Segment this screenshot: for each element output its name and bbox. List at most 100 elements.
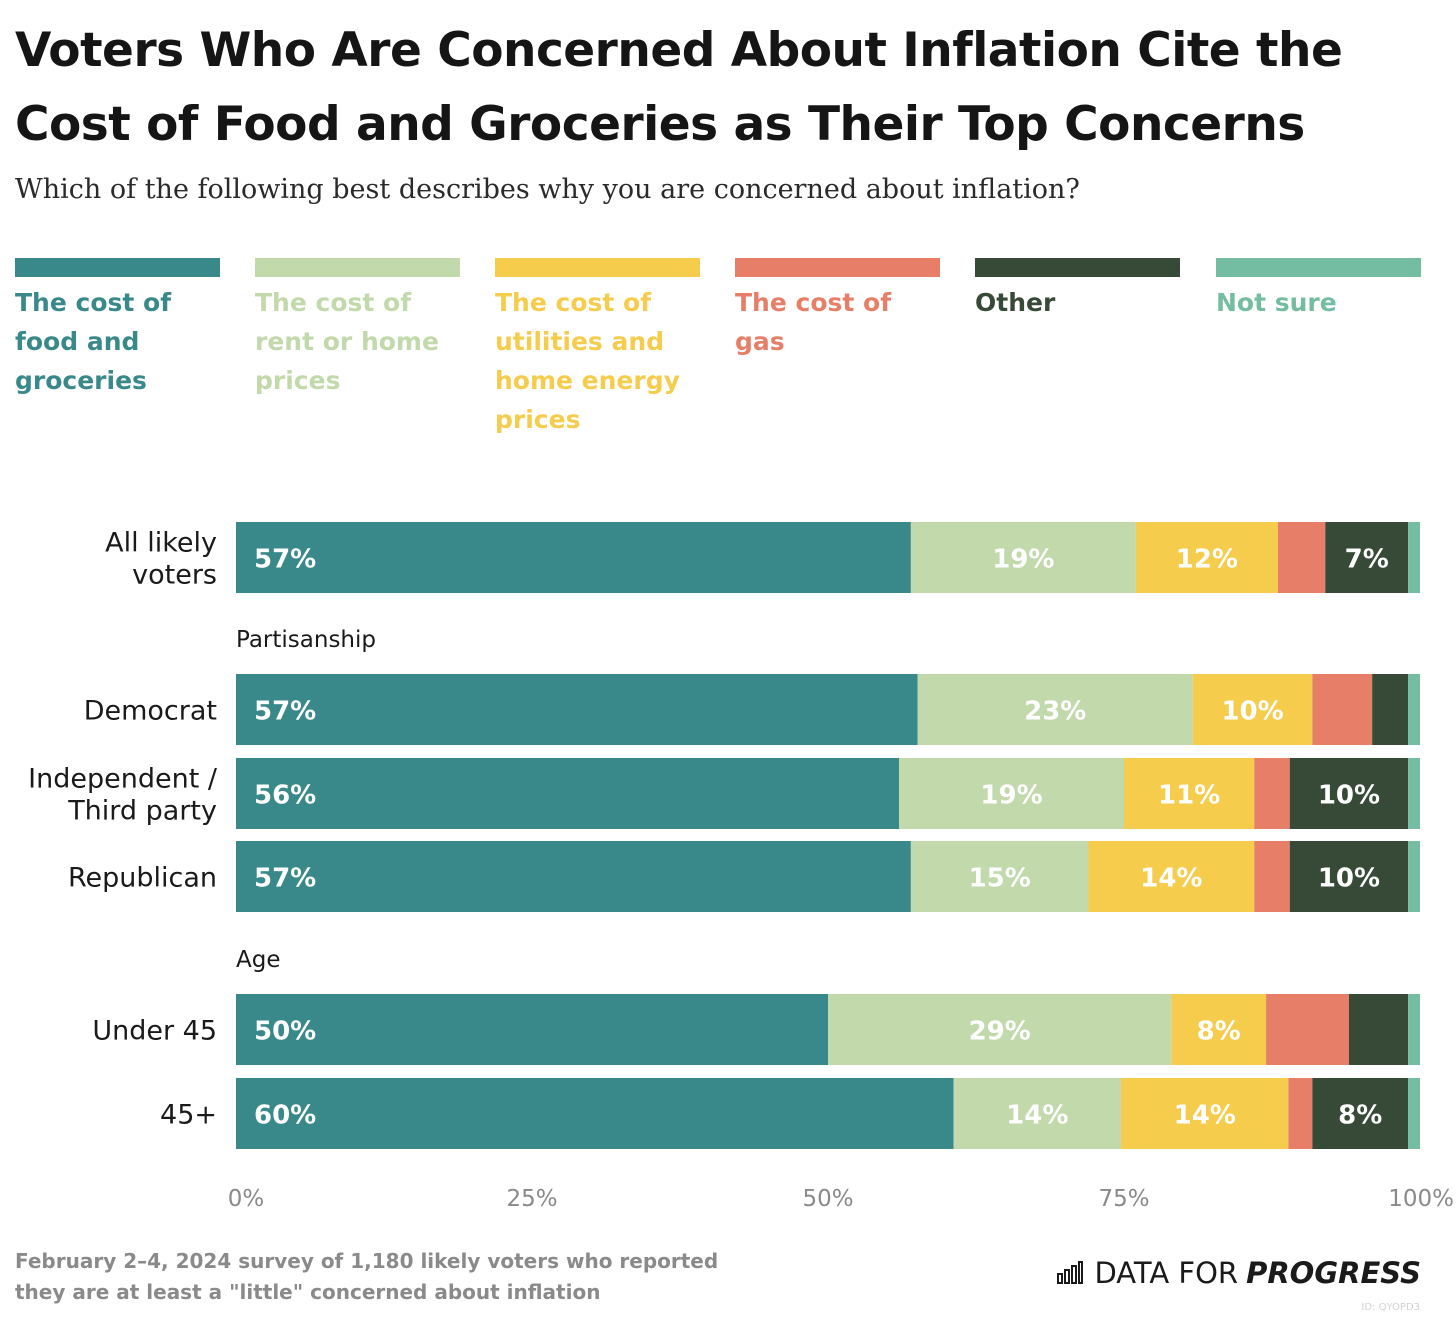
- bar-segment: [236, 758, 900, 829]
- legend-swatch-utilities: [495, 258, 700, 277]
- bar-segment: [1348, 994, 1409, 1065]
- legend-item-other: Other: [975, 258, 1180, 322]
- legend-item-rent: The cost of rent or home prices: [255, 258, 460, 400]
- bar-value-label: 57%: [254, 697, 316, 727]
- x-tick-label: 50%: [802, 1186, 853, 1212]
- bar-value-label: 60%: [254, 1101, 316, 1131]
- legend-item-utilities: The cost of utilities and home energy pr…: [495, 258, 700, 439]
- bar-segment: [1372, 674, 1409, 745]
- row-label: Independent /: [28, 764, 218, 795]
- chart-title: Voters Who Are Concerned About Inflation…: [15, 23, 1343, 152]
- bar-value-label: 8%: [1197, 1017, 1241, 1047]
- bar-chart-logo-icon: [1057, 1261, 1084, 1284]
- legend: The cost of food and groceries The cost …: [15, 258, 1421, 448]
- bar-segment: [917, 674, 1193, 745]
- legend-swatch-food: [15, 258, 220, 277]
- bar-value-label: 10%: [1318, 781, 1380, 811]
- bar-value-label: 14%: [1174, 1101, 1236, 1131]
- bar-segment: [1171, 994, 1267, 1065]
- bar-segment: [1121, 1078, 1289, 1149]
- bar-value-label: 10%: [1318, 864, 1380, 894]
- x-tick-label: 75%: [1098, 1186, 1149, 1212]
- legend-label-gas: The cost of gas: [735, 288, 892, 356]
- bar-value-label: 8%: [1338, 1101, 1382, 1131]
- legend-item-not-sure: Not sure: [1216, 258, 1421, 322]
- legend-label-rent: The cost of rent or home prices: [255, 288, 439, 395]
- bar-value-label: 14%: [1140, 864, 1202, 894]
- bar-segment: [1124, 758, 1255, 829]
- bar-segment: [910, 522, 1136, 593]
- bar-value-label: 12%: [1176, 545, 1238, 575]
- row-label: 45+: [160, 1100, 217, 1131]
- bar-segment: [236, 674, 918, 745]
- bar-value-label: 11%: [1158, 781, 1220, 811]
- row-label: Republican: [68, 863, 217, 894]
- bar-segment: [1408, 1078, 1420, 1149]
- bar-segment: [1325, 522, 1409, 593]
- bar-segment: [1254, 841, 1290, 912]
- bar-segment: [1135, 522, 1278, 593]
- row-label: Under 45: [92, 1016, 217, 1047]
- legend-item-food: The cost of food and groceries: [15, 258, 220, 400]
- legend-swatch-rent: [255, 258, 460, 277]
- chart-subtitle: Which of the following best describes wh…: [15, 174, 1080, 205]
- legend-label-not-sure: Not sure: [1216, 288, 1337, 317]
- brand-text-plain: DATA FOR: [1094, 1256, 1239, 1290]
- bar-segment: [910, 841, 1089, 912]
- bar-segment: [1266, 994, 1349, 1065]
- row-label: Democrat: [84, 696, 217, 727]
- bar-segment: [1289, 758, 1409, 829]
- brand-logo: DATA FOR PROGRESS: [1056, 1256, 1421, 1290]
- bar-segment: [1289, 841, 1409, 912]
- x-tick-label: 25%: [506, 1186, 557, 1212]
- bar-segment: [236, 522, 911, 593]
- bar-segment: [1408, 758, 1420, 829]
- legend-label-other: Other: [975, 288, 1056, 317]
- group-heading: Age: [236, 947, 280, 973]
- bar-segment: [1254, 758, 1290, 829]
- bar-value-label: 50%: [254, 1017, 316, 1047]
- bar-segment: [1277, 522, 1326, 593]
- legend-swatch-other: [975, 258, 1180, 277]
- footer-note: February 2–4, 2024 survey of 1,180 likel…: [15, 1249, 719, 1304]
- brand-text-bold: PROGRESS: [1246, 1256, 1421, 1290]
- legend-label-utilities: The cost of utilities and home energy pr…: [495, 288, 680, 434]
- legend-item-gas: The cost of gas: [735, 258, 940, 361]
- bar-value-label: 14%: [1006, 1101, 1068, 1131]
- bar-value-label: 7%: [1345, 545, 1389, 575]
- legend-swatch-gas: [735, 258, 940, 277]
- group-heading: Partisanship: [236, 627, 376, 653]
- bar-value-label: 19%: [980, 781, 1042, 811]
- bar-segment: [1408, 994, 1420, 1065]
- bar-segment: [236, 841, 911, 912]
- bar-segment: [1312, 674, 1373, 745]
- bar-segment: [1192, 674, 1313, 745]
- bar-segment: [1408, 522, 1420, 593]
- legend-label-food: The cost of food and groceries: [15, 288, 172, 395]
- row-label: All likely: [105, 528, 217, 559]
- bar-value-label: 10%: [1221, 697, 1283, 727]
- row-label: voters: [132, 560, 217, 591]
- bar-value-label: 15%: [969, 864, 1031, 894]
- bar-segment: [1288, 1078, 1313, 1149]
- legend-swatch-not-sure: [1216, 258, 1421, 277]
- bar-value-label: 23%: [1024, 697, 1086, 727]
- bar-value-label: 19%: [992, 545, 1054, 575]
- bar-value-label: 29%: [969, 1017, 1031, 1047]
- bar-value-label: 57%: [254, 864, 316, 894]
- x-tick-label: 100%: [1388, 1186, 1454, 1212]
- bar-segment: [899, 758, 1124, 829]
- bar-segment: [236, 994, 828, 1065]
- chart-credit: ID: QYOPD3: [1361, 1302, 1420, 1313]
- bar-segment: [1408, 841, 1420, 912]
- x-tick-label: 0%: [228, 1186, 265, 1212]
- bar-segment: [1088, 841, 1255, 912]
- bar-value-label: 56%: [254, 781, 316, 811]
- row-label: Third party: [67, 796, 217, 827]
- bar-segment: [1312, 1078, 1409, 1149]
- bar-segment: [953, 1078, 1122, 1149]
- bar-value-label: 57%: [254, 545, 316, 575]
- bar-segment: [1408, 674, 1420, 745]
- bar-segment: [236, 1078, 954, 1149]
